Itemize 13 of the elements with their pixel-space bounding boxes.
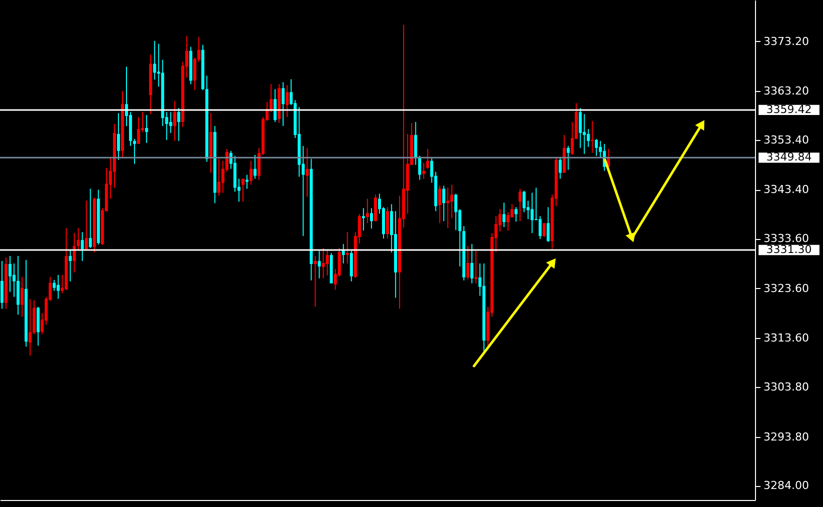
y-tick-label: 3363.20 <box>764 84 809 98</box>
y-tick-label: 3333.60 <box>764 232 809 246</box>
ref-line-label: 3359.42 <box>766 102 812 116</box>
y-tick-label: 3303.80 <box>764 380 809 394</box>
y-tick-label: 3293.80 <box>764 430 809 444</box>
y-tick-label: 3373.20 <box>764 34 809 48</box>
y-tick-label: 3353.40 <box>764 133 809 146</box>
y-tick-label: 3323.60 <box>764 282 809 295</box>
ref-line-label: 3349.84 <box>766 150 812 164</box>
y-tick-label: 3284.00 <box>764 479 809 492</box>
y-tick-label: 3343.40 <box>764 183 809 196</box>
y-tick-label: 3313.60 <box>764 332 809 345</box>
ref-line-label: 3331.30 <box>766 243 812 256</box>
